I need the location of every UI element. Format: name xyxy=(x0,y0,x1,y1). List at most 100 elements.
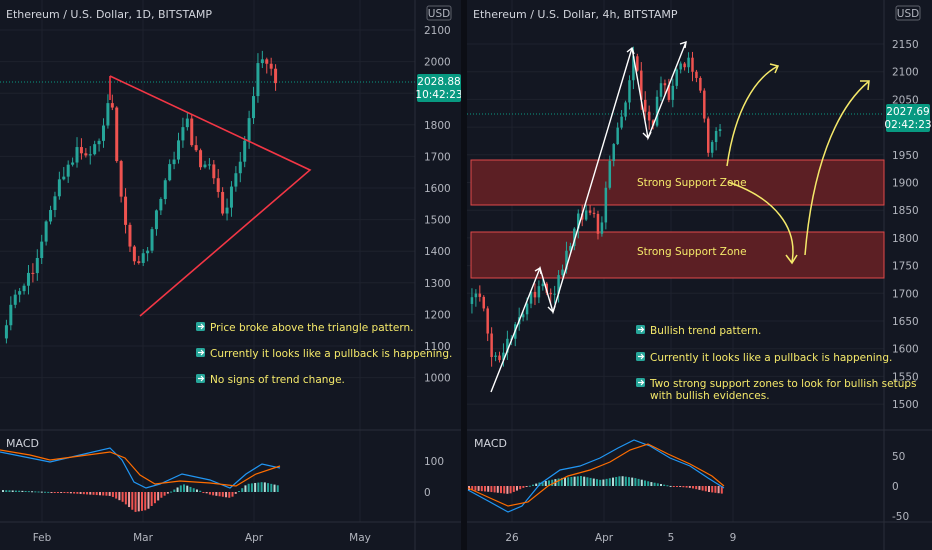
left-chart-pane[interactable]: Ethereum / U.S. Dollar, 1D, BITSTAMP USD… xyxy=(0,0,463,550)
macd-histogram-bar xyxy=(34,491,37,493)
macd-histogram-bar xyxy=(231,492,234,497)
left-note-1: Price broke above the triangle pattern. xyxy=(196,322,413,334)
macd-histogram-bar xyxy=(672,486,675,487)
candle-body xyxy=(494,355,497,358)
macd-histogram-bar xyxy=(567,477,570,486)
projection-arrow-up-2[interactable] xyxy=(804,81,869,256)
macd-histogram-bar xyxy=(544,481,547,486)
left-time-axis[interactable]: Feb Mar Apr May xyxy=(33,532,371,544)
candle-body xyxy=(663,83,667,86)
macd-histogram-bar xyxy=(570,476,573,486)
left-note-text-1: Price broke above the triangle pattern. xyxy=(210,322,413,334)
candle-body xyxy=(49,210,53,222)
candle-body xyxy=(545,283,549,293)
macd-histogram-bar xyxy=(121,492,124,502)
candle-body xyxy=(225,207,229,214)
macd-histogram-bar xyxy=(711,486,714,493)
candle-body xyxy=(557,275,560,294)
macd-histogram-bar xyxy=(24,490,27,492)
left-note-text-2: Currently it looks like a pullback is ha… xyxy=(210,348,452,360)
bullish-trend-zigzag[interactable] xyxy=(490,41,687,393)
macd-histogram-bar xyxy=(134,492,137,512)
right-macd-indicator xyxy=(467,439,725,513)
candle-body xyxy=(177,140,181,160)
price-axis-label: 1750 xyxy=(892,261,919,273)
candle-body xyxy=(57,179,61,197)
macd-histogram-bar xyxy=(234,492,237,494)
macd-histogram-bar xyxy=(153,492,156,504)
candle-body xyxy=(584,210,588,220)
macd-histogram-bar xyxy=(183,484,186,492)
left-currency-badge[interactable] xyxy=(426,5,452,21)
candle-body xyxy=(620,116,623,128)
candle-body xyxy=(592,212,596,214)
macd-histogram-bar xyxy=(624,476,627,486)
price-axis-label: 2100 xyxy=(424,25,451,37)
macd-histogram-bar xyxy=(621,476,624,486)
macd-histogram-bar xyxy=(612,477,614,486)
macd-histogram-bar xyxy=(698,486,701,490)
macd-histogram-bar xyxy=(471,486,474,491)
candle-body xyxy=(172,159,176,165)
candle-body xyxy=(185,118,189,128)
macd-histogram-bar xyxy=(115,492,118,499)
left-macd-indicator xyxy=(0,447,281,512)
candle-body xyxy=(62,176,66,180)
candle-body xyxy=(659,83,663,97)
candle-body xyxy=(18,291,22,295)
candle-body xyxy=(636,56,639,71)
macd-histogram-bar xyxy=(695,486,698,490)
macd-histogram-bar xyxy=(47,491,50,493)
left-price-axis[interactable]: 2100200019001800170016001500140013001200… xyxy=(424,25,451,385)
candle-body xyxy=(79,147,83,154)
macd-histogram-bar xyxy=(250,483,253,492)
projection-arrow-up-1[interactable] xyxy=(726,65,779,167)
left-notes: Price broke above the triangle pattern. … xyxy=(196,322,452,386)
candle-body xyxy=(537,286,541,298)
macd-histogram-bar xyxy=(192,488,195,492)
macd-axis-label: -50 xyxy=(892,511,909,523)
right-chart-pane[interactable]: Strong Support Zone Strong Support Zone … xyxy=(467,0,932,550)
macd-histogram-bar xyxy=(580,476,582,486)
pane-separator[interactable] xyxy=(461,0,467,550)
support-zone-upper[interactable] xyxy=(470,159,885,206)
macd-histogram-bar xyxy=(157,492,160,501)
candle-body xyxy=(687,57,690,68)
right-time-axis[interactable]: 26 Apr 5 9 xyxy=(505,532,736,544)
candle-body xyxy=(40,241,44,258)
price-axis-label: 1300 xyxy=(424,278,451,290)
macd-histogram-bar xyxy=(105,492,108,496)
right-currency-badge[interactable] xyxy=(895,5,921,21)
candle-body xyxy=(624,102,627,117)
candle-body xyxy=(199,150,203,168)
macd-histogram-bar xyxy=(131,492,134,510)
macd-histogram-bar xyxy=(199,490,202,492)
macd-histogram-bar xyxy=(137,492,140,512)
macd-line xyxy=(467,443,725,507)
projection-arrow-down[interactable] xyxy=(727,181,794,263)
macd-histogram-bar xyxy=(170,491,173,493)
macd-histogram-bar xyxy=(31,491,34,493)
candle-body xyxy=(247,118,251,141)
candle-body xyxy=(124,196,128,225)
macd-histogram-bar xyxy=(273,484,276,492)
macd-histogram-bar xyxy=(60,492,63,493)
right-note-text-4: with bullish evidences. xyxy=(650,390,770,402)
support-zone-lower-label: Strong Support Zone xyxy=(637,246,747,258)
candle-body xyxy=(608,160,612,188)
macd-histogram-bar xyxy=(509,486,512,494)
price-axis-label: 1950 xyxy=(892,150,919,162)
candle-body xyxy=(234,173,238,187)
right-price-axis[interactable]: 2150210020502000195019001850180017501700… xyxy=(892,39,919,411)
triangle-pattern[interactable] xyxy=(109,75,312,317)
macd-histogram-bar xyxy=(141,492,143,511)
price-axis-label: 1700 xyxy=(892,288,919,300)
macd-histogram-bar xyxy=(519,486,522,490)
candle-body xyxy=(168,164,172,181)
macd-histogram-bar xyxy=(228,492,231,498)
candle-body xyxy=(260,59,264,64)
zigzag-arrowhead xyxy=(534,266,542,275)
macd-histogram-bar xyxy=(679,486,682,487)
macd-histogram-bar xyxy=(640,479,643,486)
